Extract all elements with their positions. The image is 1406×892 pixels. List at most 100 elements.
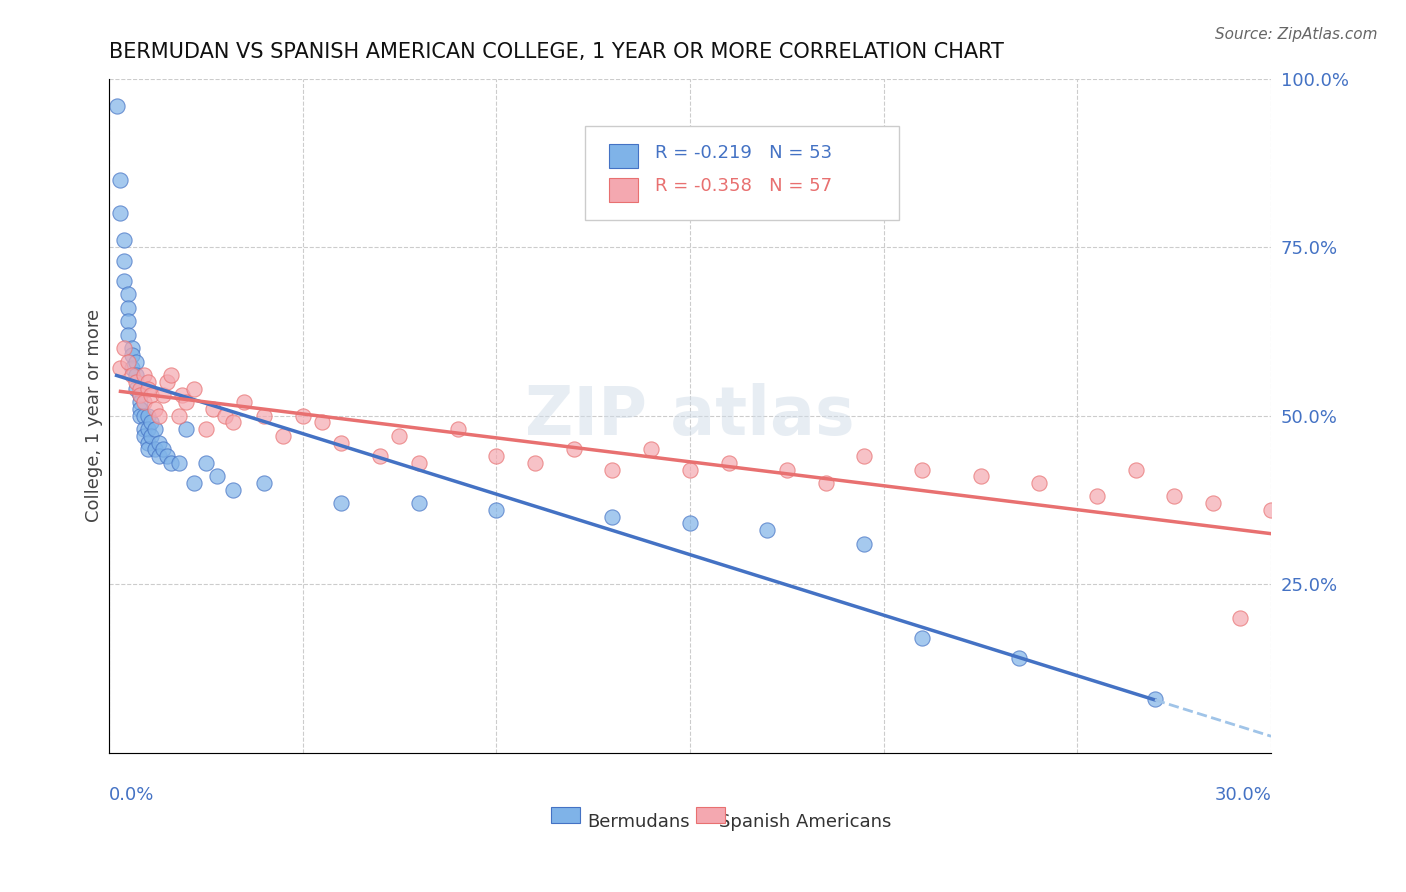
Point (167, 456, 190, 470)
FancyBboxPatch shape (551, 806, 579, 823)
FancyBboxPatch shape (696, 806, 725, 823)
Point (640, 442, 662, 457)
Point (156, 375, 179, 389)
Point (148, 409, 170, 423)
Point (446, 422, 468, 436)
Point (1085, 490, 1108, 504)
Point (112, 274, 135, 288)
Text: R = -0.219   N = 53: R = -0.219 N = 53 (655, 144, 832, 161)
Point (121, 361, 143, 376)
Point (776, 462, 799, 476)
Point (853, 449, 876, 463)
Point (143, 401, 166, 416)
Point (330, 496, 353, 510)
Point (214, 409, 236, 423)
Point (202, 401, 225, 416)
Point (1143, 691, 1166, 706)
Point (717, 456, 740, 470)
Point (160, 368, 183, 383)
Point (1163, 490, 1185, 504)
Point (253, 475, 276, 490)
Point (1028, 475, 1050, 490)
Point (183, 475, 205, 490)
Point (136, 442, 159, 457)
Point (112, 233, 135, 247)
Point (117, 314, 139, 328)
Point (172, 388, 194, 402)
Point (112, 253, 135, 268)
Text: Bermudans: Bermudans (588, 814, 690, 831)
Point (679, 516, 702, 531)
Point (485, 449, 508, 463)
Point (117, 287, 139, 301)
Point (291, 409, 314, 423)
FancyBboxPatch shape (585, 126, 900, 220)
Point (136, 409, 159, 423)
Point (125, 354, 148, 368)
Point (152, 388, 174, 402)
Point (756, 523, 779, 537)
Text: BERMUDAN VS SPANISH AMERICAN COLLEGE, 1 YEAR OR MORE CORRELATION CHART: BERMUDAN VS SPANISH AMERICAN COLLEGE, 1 … (108, 42, 1004, 62)
Text: R = -0.358   N = 57: R = -0.358 N = 57 (655, 178, 832, 195)
Point (368, 449, 391, 463)
Point (110, 172, 132, 186)
Point (117, 327, 139, 342)
Point (194, 422, 217, 436)
Point (911, 462, 934, 476)
Point (1229, 611, 1251, 625)
Point (1260, 503, 1282, 517)
Point (128, 409, 150, 423)
Point (271, 429, 294, 443)
Point (121, 341, 143, 355)
Point (128, 401, 150, 416)
Text: Spanish Americans: Spanish Americans (718, 814, 891, 831)
Point (1357, 516, 1379, 531)
FancyBboxPatch shape (609, 178, 638, 202)
Point (485, 503, 508, 517)
Point (136, 435, 159, 450)
Point (110, 361, 132, 376)
Point (125, 382, 148, 396)
Point (1008, 651, 1031, 665)
Point (679, 462, 702, 476)
Point (194, 456, 217, 470)
Point (117, 301, 139, 315)
Point (128, 382, 150, 396)
Point (408, 496, 430, 510)
Point (311, 415, 333, 429)
Point (176, 422, 198, 436)
Point (125, 375, 148, 389)
Point (1125, 462, 1147, 476)
Point (524, 456, 547, 470)
Point (176, 395, 198, 409)
Point (253, 409, 276, 423)
Point (132, 395, 155, 409)
Point (156, 449, 179, 463)
Y-axis label: College, 1 year or more: College, 1 year or more (86, 309, 103, 522)
Point (148, 435, 170, 450)
Point (388, 429, 411, 443)
Point (814, 475, 837, 490)
Point (128, 395, 150, 409)
Point (160, 456, 183, 470)
Point (117, 354, 139, 368)
Point (911, 631, 934, 645)
Point (148, 449, 170, 463)
Point (141, 388, 163, 402)
Point (222, 415, 245, 429)
Point (112, 341, 135, 355)
Point (167, 409, 190, 423)
Point (132, 429, 155, 443)
Point (408, 456, 430, 470)
Text: Source: ZipAtlas.com: Source: ZipAtlas.com (1215, 27, 1378, 42)
Point (1317, 509, 1340, 524)
Point (132, 368, 155, 383)
Point (222, 483, 245, 497)
Point (136, 382, 159, 396)
Point (132, 422, 155, 436)
Point (152, 442, 174, 457)
Point (125, 368, 148, 383)
Point (128, 388, 150, 402)
Point (853, 536, 876, 550)
Text: 0.0%: 0.0% (108, 786, 155, 804)
